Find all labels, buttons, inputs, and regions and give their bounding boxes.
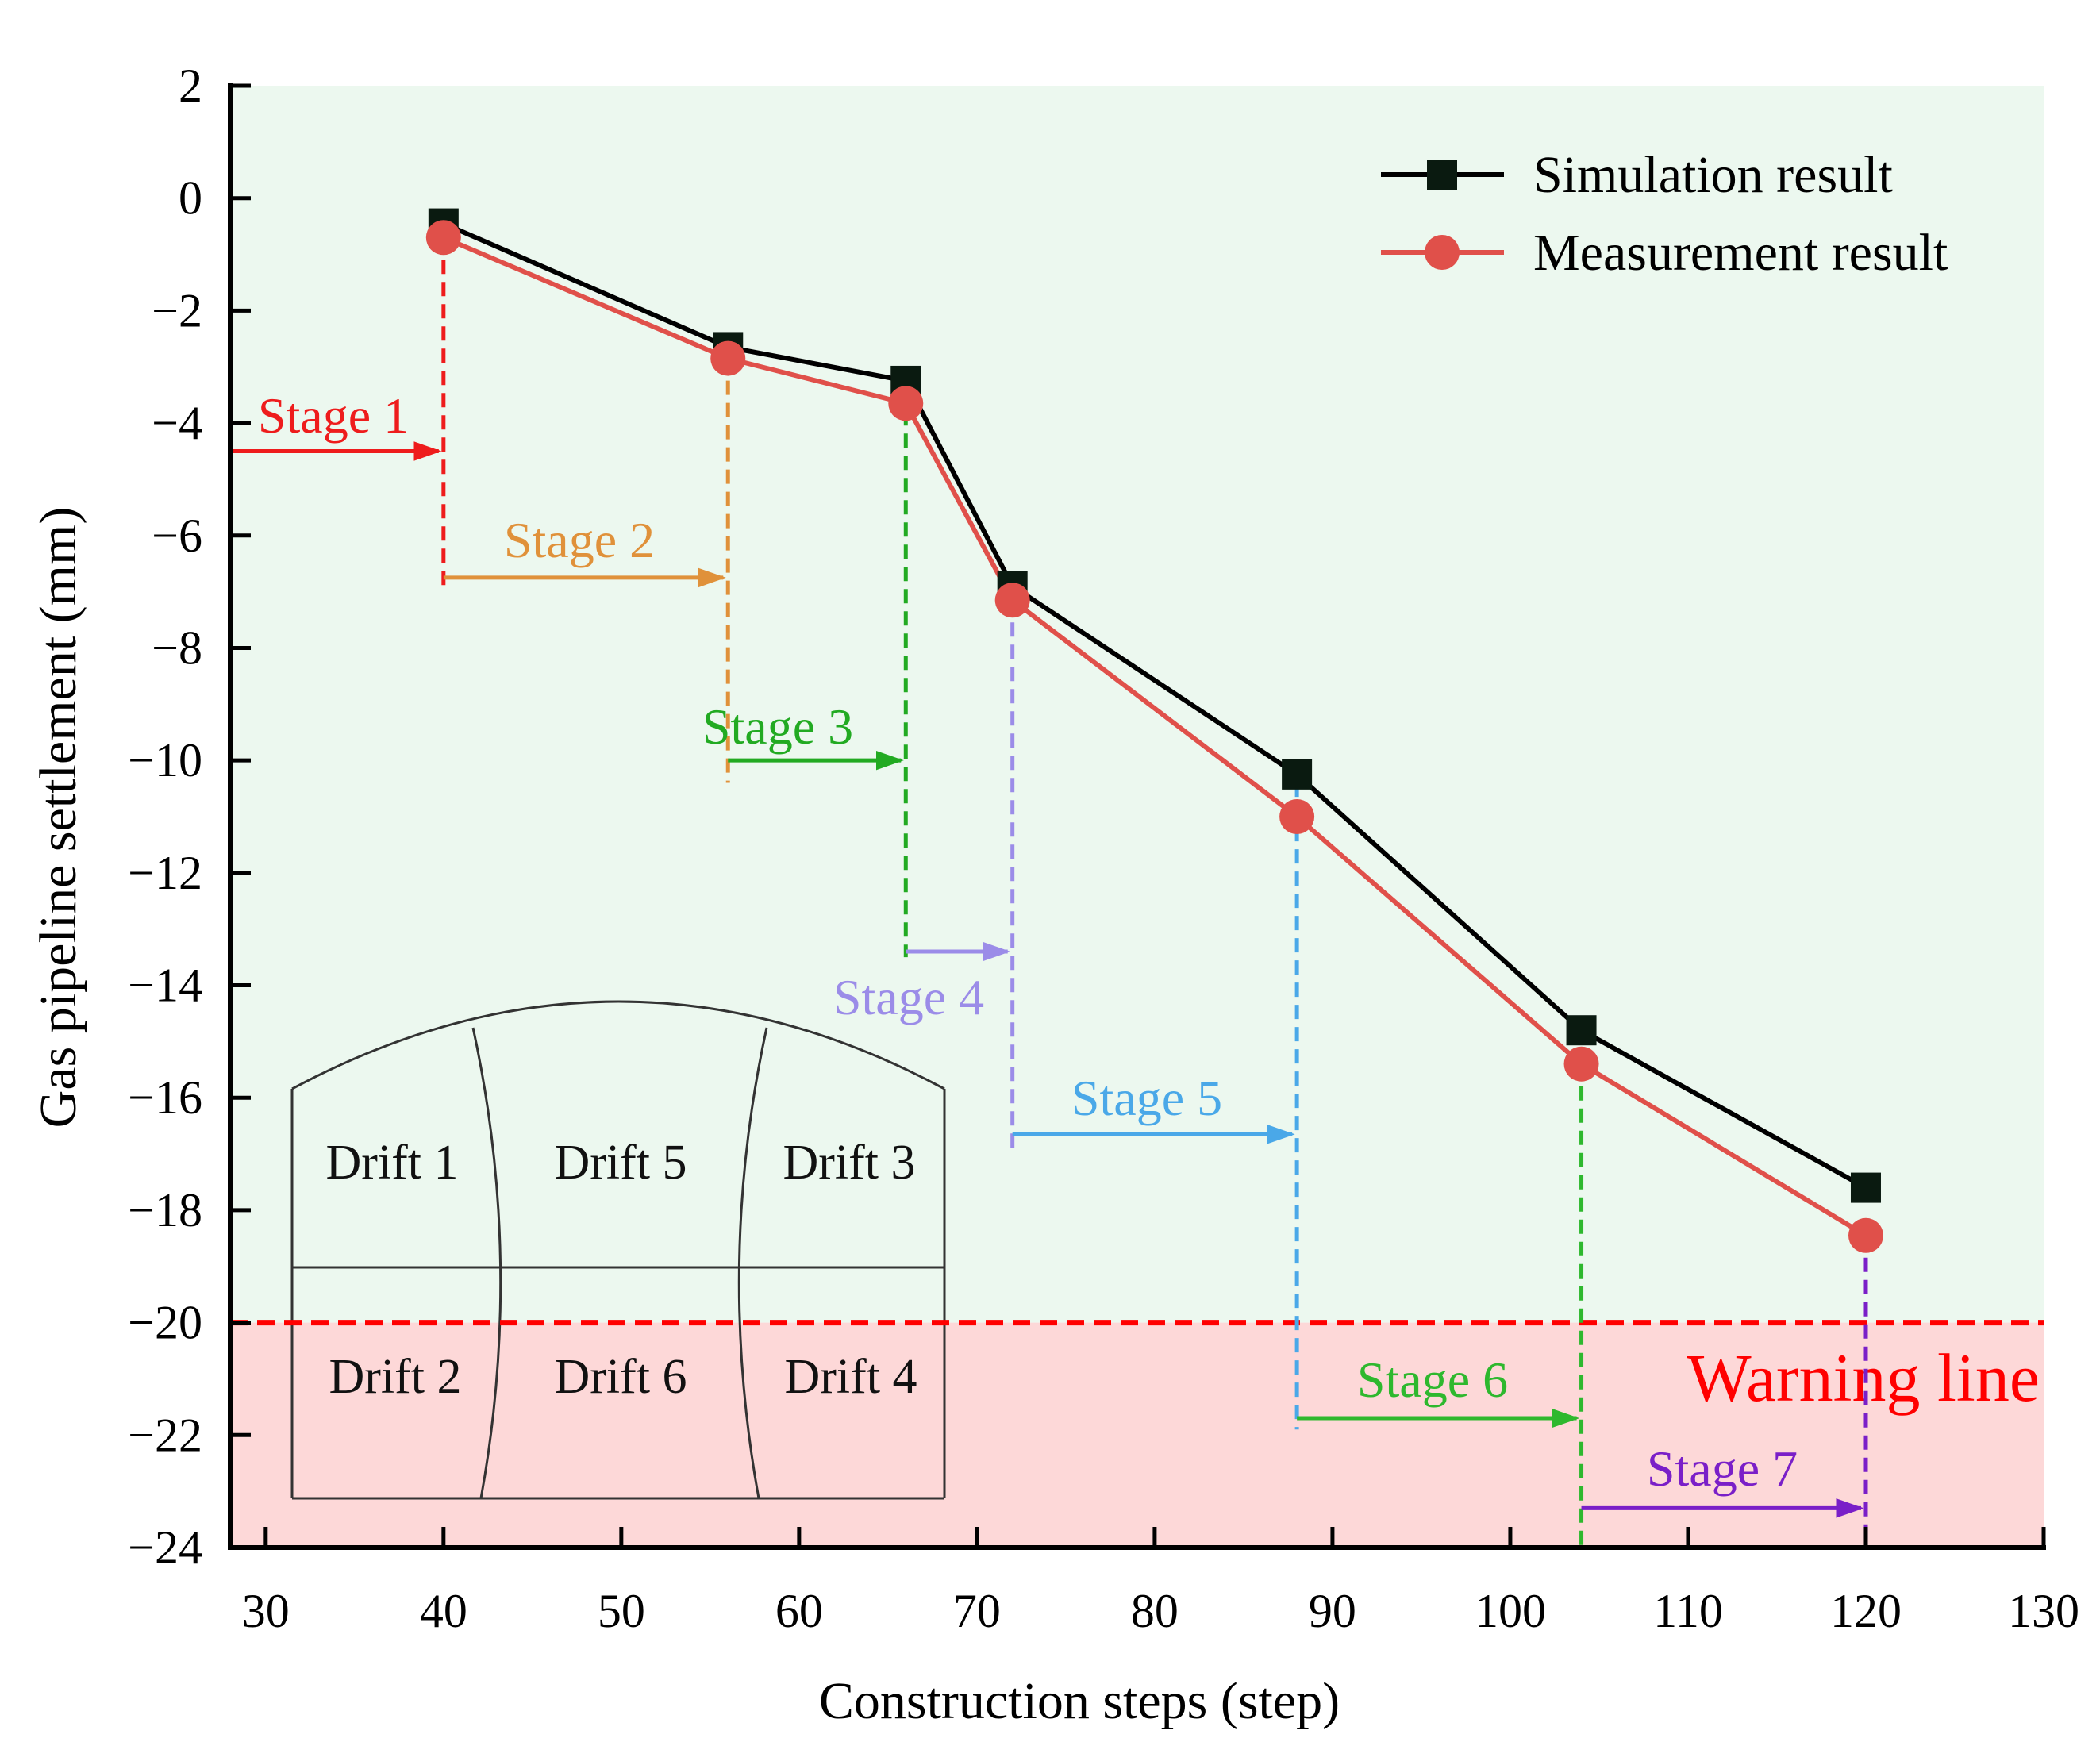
y-tick-label--12: −12 (128, 847, 202, 899)
x-axis-title: Construction steps (step) (819, 1672, 1340, 1730)
series-group (425, 208, 1883, 1253)
measurement-point-72 (994, 583, 1030, 618)
measurement-point-120 (1848, 1217, 1883, 1253)
legend-marker-measurement (1425, 235, 1460, 270)
legend-marker-simulation (1427, 160, 1457, 190)
measurement-point-88 (1279, 799, 1315, 834)
x-tick-label-40: 40 (420, 1585, 467, 1637)
x-tick-label-70: 70 (953, 1585, 1001, 1637)
axes-group: 30 40 50 60 70 80 90 100 110 120 130 2 0 −2 −4 −6 −8 −10 −… (29, 60, 2079, 1730)
y-axis-title: Gas pipeline settlement (mm) (29, 507, 87, 1129)
drift-label-drift-2: Drift 2 (329, 1350, 461, 1404)
drift-label-drift-5: Drift 5 (554, 1136, 687, 1190)
stage-4-label: Stage 4 (833, 969, 984, 1025)
stage-3-label: Stage 3 (702, 698, 853, 755)
simulation-point-104 (1566, 1015, 1597, 1046)
x-tick-label-50: 50 (598, 1585, 645, 1637)
y-tick-label-0: 0 (179, 172, 202, 225)
inset-divider-right (737, 1027, 768, 1499)
drift-label-drift-1: Drift 1 (325, 1136, 458, 1190)
simulation-point-88 (1282, 759, 1313, 790)
x-tick-label-60: 60 (775, 1585, 823, 1637)
stage-6-label: Stage 6 (1357, 1352, 1508, 1408)
x-tick-label-90: 90 (1309, 1585, 1356, 1637)
y-tick-label--18: −18 (128, 1184, 202, 1236)
legend-label-simulation: Simulation result (1533, 146, 1893, 204)
inset-arch (291, 1000, 945, 1090)
measurement-point-40 (425, 220, 461, 256)
stage-1-label: Stage 1 (258, 387, 409, 444)
legend: Simulation result Measurement result (1381, 146, 1948, 282)
x-tick-label-120: 120 (1830, 1585, 1902, 1637)
y-tick-label--14: −14 (128, 959, 202, 1012)
stage-5-label: Stage 5 (1071, 1070, 1222, 1126)
drift-label-drift-6: Drift 6 (554, 1350, 687, 1404)
measurement-point-56 (710, 340, 746, 376)
y-tick-label--24: −24 (128, 1521, 202, 1574)
legend-label-measurement: Measurement result (1533, 224, 1948, 282)
y-tick-label--8: −8 (152, 621, 202, 674)
stage-2-label: Stage 2 (504, 512, 655, 568)
simulation-point-120 (1850, 1172, 1881, 1203)
x-tick-label-30: 30 (242, 1585, 290, 1637)
inset-divider-left (471, 1027, 502, 1499)
y-tick-label--4: −4 (152, 397, 202, 449)
y-tick-label--2: −2 (152, 284, 202, 336)
drift-label-drift-4: Drift 4 (784, 1350, 917, 1404)
warning-line-group: Warning line (230, 1320, 2044, 1416)
background-regions (230, 86, 2044, 1548)
y-tick-label--22: −22 (128, 1409, 202, 1461)
x-tick-label-100: 100 (1475, 1585, 1546, 1637)
stage-7-label: Stage 7 (1647, 1440, 1798, 1497)
drift-label-drift-3: Drift 3 (783, 1136, 915, 1190)
x-tick-label-130: 130 (2008, 1585, 2079, 1637)
measurement-point-66 (888, 386, 924, 421)
y-tick-label--20: −20 (128, 1297, 202, 1349)
drift-inset-diagram: Drift 1 Drift 5 Drift 3 Drift 2 Drift 6 Drift… (290, 1000, 946, 1500)
measurement-point-104 (1563, 1046, 1599, 1082)
y-tick-label--10: −10 (128, 734, 202, 786)
x-tick-label-110: 110 (1653, 1585, 1723, 1637)
x-tick-label-80: 80 (1131, 1585, 1179, 1637)
warning-label: Warning line (1687, 1340, 2040, 1416)
y-tick-label--6: −6 (152, 509, 202, 562)
y-tick-label-2: 2 (179, 60, 202, 112)
y-tick-label--16: −16 (128, 1071, 202, 1124)
stages-group: Stage 1 Stage 2 Stage 3 Stage 4 Stage 5 Stage… (230, 237, 1868, 1548)
